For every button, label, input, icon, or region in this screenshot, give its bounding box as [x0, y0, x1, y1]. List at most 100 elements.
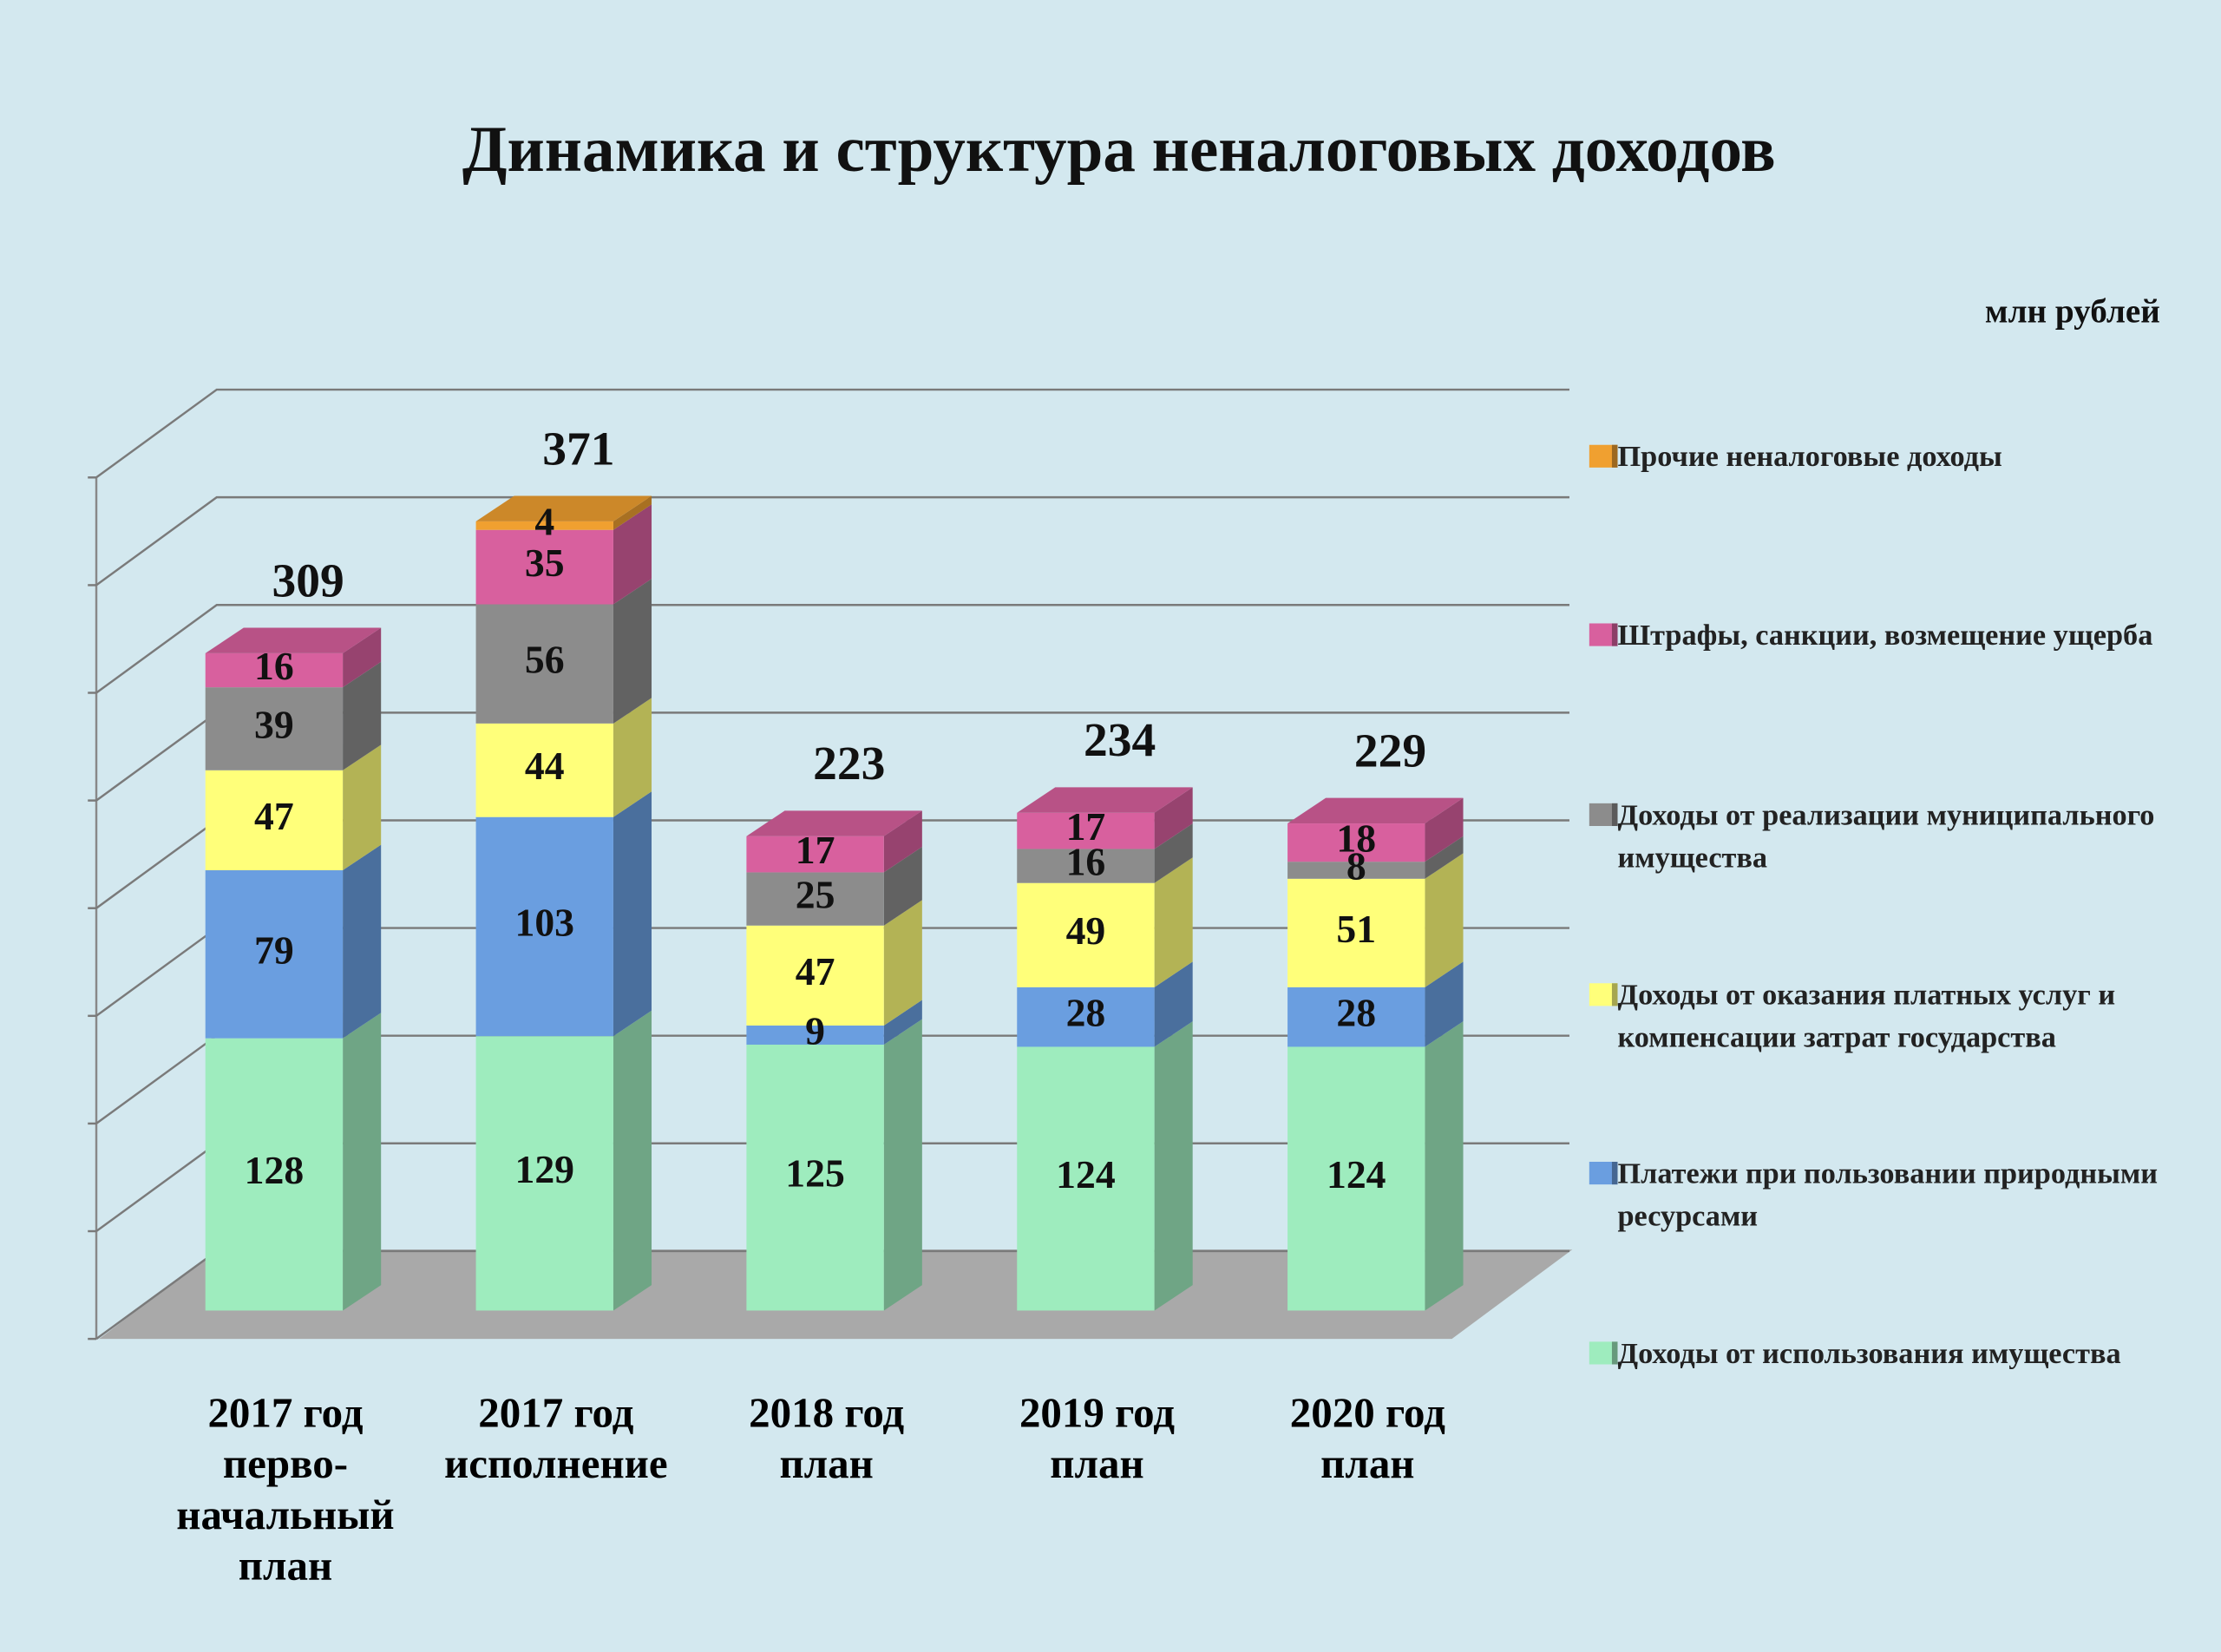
bar — [1017, 987, 1155, 1047]
x-tick-label-line: 2020 год — [1289, 1389, 1445, 1437]
total-label: 234 — [1084, 714, 1156, 767]
legend-label: Штрафы, санкции, возмещение ущерба — [1617, 617, 2153, 652]
bar-side — [343, 844, 382, 1039]
bar-top — [205, 627, 382, 653]
bar — [1017, 812, 1155, 849]
data-label: 16 — [1066, 840, 1106, 884]
bar-side — [1425, 836, 1464, 879]
x-tick-label: 2020 год план — [1212, 1388, 1523, 1491]
bar — [1017, 849, 1155, 883]
bar-side — [343, 1013, 382, 1311]
data-label: 49 — [1066, 908, 1106, 953]
bar — [475, 723, 613, 817]
total-label: 309 — [272, 554, 344, 607]
data-label: 28 — [1336, 991, 1376, 1035]
bar-side — [613, 791, 652, 1037]
x-tick-label-line: перво- — [222, 1440, 349, 1488]
x-tick-label-line: 2019 год — [1019, 1389, 1176, 1437]
grid-line — [95, 388, 1569, 479]
data-label: 25 — [796, 873, 835, 917]
bar-side — [613, 698, 652, 817]
x-tick-label-line: план — [779, 1440, 874, 1488]
x-tick-label-line: исполнение — [443, 1440, 668, 1488]
bar — [475, 816, 613, 1037]
bar — [1287, 878, 1425, 987]
x-tick-label-line: план — [238, 1543, 333, 1590]
bar-side — [1154, 787, 1193, 849]
bar — [746, 836, 884, 873]
x-tick-label: 2019 год план — [941, 1388, 1253, 1491]
bar-top — [475, 495, 652, 521]
bar — [746, 1025, 884, 1046]
legend-swatch — [1589, 1162, 1618, 1185]
data-label: 103 — [514, 900, 574, 944]
bar-side — [883, 810, 922, 873]
legend-swatch — [1589, 444, 1618, 468]
legend-label: Платежи при пользовании природными ресур… — [1617, 1156, 2158, 1233]
legend-label: Доходы от использования имущества — [1617, 1335, 2121, 1371]
bar-side — [1154, 1021, 1193, 1311]
x-tick-label: 2018 год план — [671, 1388, 982, 1491]
unit-label: млн рублей — [1985, 292, 2160, 330]
bar-side — [1154, 857, 1193, 987]
bar — [1287, 823, 1425, 862]
bar — [1287, 1046, 1425, 1311]
data-label: 28 — [1066, 991, 1106, 1035]
legend-label: Прочие неналоговые доходы — [1617, 439, 2002, 474]
data-label: 4 — [534, 499, 554, 543]
data-label: 47 — [796, 949, 835, 993]
bar — [1287, 987, 1425, 1047]
bar — [205, 687, 344, 770]
x-tick-label-line: 2017 год — [207, 1389, 364, 1437]
data-label: 124 — [1327, 1152, 1386, 1196]
data-label: 16 — [254, 644, 294, 688]
data-label: 17 — [1066, 804, 1106, 849]
data-label: 9 — [805, 1008, 825, 1052]
bar-top — [1017, 787, 1193, 813]
bar — [475, 604, 613, 724]
total-label: 223 — [813, 738, 885, 790]
bar-top — [746, 810, 922, 836]
bar-side — [1425, 853, 1464, 987]
data-label: 56 — [525, 638, 565, 682]
bar-side — [343, 627, 382, 688]
bar-side — [343, 661, 382, 770]
bar — [205, 652, 344, 688]
bar-top — [1287, 797, 1464, 824]
data-label: 44 — [525, 744, 565, 788]
data-label: 8 — [1346, 843, 1366, 888]
bar-side — [883, 900, 922, 1026]
bar-side — [613, 1010, 652, 1311]
bar — [746, 1045, 884, 1311]
data-label: 17 — [796, 828, 835, 872]
bar — [1287, 862, 1425, 879]
bar — [1017, 1046, 1155, 1311]
bar-side — [1425, 797, 1464, 862]
data-label: 124 — [1056, 1152, 1116, 1196]
data-label: 128 — [245, 1148, 305, 1192]
bar — [746, 925, 884, 1026]
bar — [746, 872, 884, 926]
data-label: 35 — [525, 541, 565, 585]
bar-side — [883, 1000, 922, 1046]
bar — [1017, 882, 1155, 987]
total-label: 371 — [542, 423, 614, 475]
grid-line — [95, 604, 1569, 694]
grid-line — [95, 495, 1569, 587]
bar — [475, 521, 613, 530]
data-label: 79 — [254, 928, 294, 972]
data-label: 18 — [1336, 816, 1376, 861]
bar-side — [1154, 823, 1193, 883]
bar-side — [883, 1019, 922, 1311]
legend-swatch — [1589, 623, 1618, 646]
bar-side — [1425, 1021, 1464, 1311]
bar-side — [883, 847, 922, 926]
chart-title: Динамика и структура неналоговых доходов — [462, 114, 1776, 186]
data-label: 39 — [254, 702, 294, 746]
bar — [205, 770, 344, 870]
legend-swatch — [1589, 983, 1618, 1006]
bar-side — [1425, 961, 1464, 1047]
